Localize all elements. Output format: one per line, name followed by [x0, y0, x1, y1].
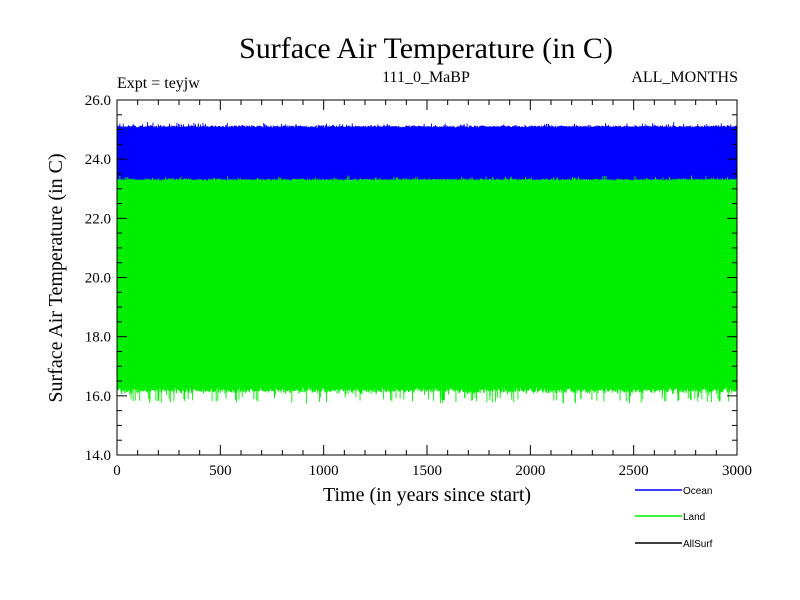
x-tick-label: 0 [113, 463, 121, 479]
y-tick-label: 18.0 [85, 330, 111, 346]
series-layer [116, 122, 738, 404]
legend-item-allsurf: AllSurf [635, 539, 713, 550]
y-tick-label: 24.0 [85, 152, 111, 168]
series-ocean-band [117, 128, 737, 177]
x-tick-label: 2000 [515, 463, 545, 479]
x-tick-label: 2500 [619, 463, 649, 479]
legend-item-ocean: Ocean [635, 486, 712, 497]
y-tick-label: 16.0 [85, 389, 111, 405]
chart-title: Surface Air Temperature (in C) [239, 32, 613, 65]
x-axis-label: Time (in years since start) [323, 484, 531, 506]
subtitle: 111_0_MaBP [382, 69, 470, 86]
series-land-band [117, 181, 737, 387]
legend-item-land: Land [635, 512, 705, 523]
x-tick-label: 500 [209, 463, 232, 479]
legend-label-ocean: Ocean [683, 486, 712, 497]
legend-label-land: Land [683, 512, 705, 523]
y-axis-label: Surface Air Temperature (in C) [45, 153, 67, 402]
expt-label: Expt = teyjw [117, 75, 200, 92]
y-tick-label: 14.0 [85, 448, 111, 464]
ticks-layer: 0 500 1000 1500 2000 2500 3000 14.0 16.0 18.0 20.0… [85, 93, 752, 479]
y-tick-label: 26.0 [85, 93, 111, 109]
legend-label-allsurf: AllSurf [683, 539, 713, 550]
months-label: ALL_MONTHS [631, 69, 738, 86]
y-tick-label: 22.0 [85, 211, 111, 227]
y-tick-label: 20.0 [85, 271, 111, 287]
x-tick-label: 1000 [309, 463, 339, 479]
legend: Ocean Land AllSurf [635, 486, 713, 550]
x-tick-label: 1500 [412, 463, 442, 479]
x-tick-label: 3000 [722, 463, 752, 479]
